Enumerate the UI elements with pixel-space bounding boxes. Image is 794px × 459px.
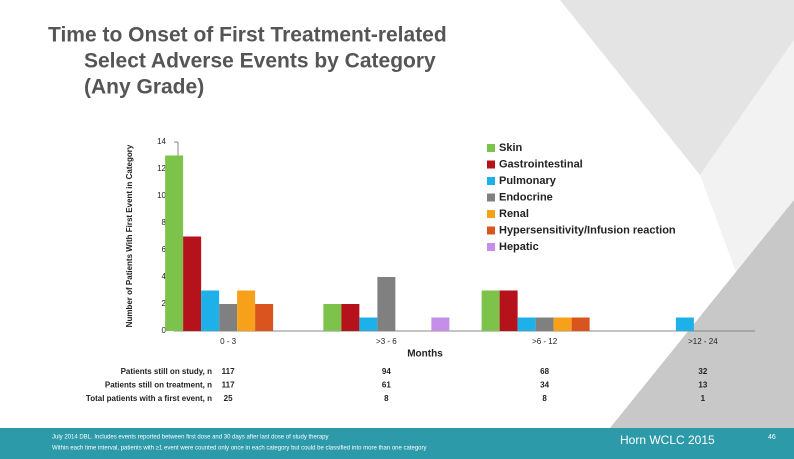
- title-line: (Any Grade): [84, 76, 204, 99]
- bar: [675, 317, 694, 331]
- x-tick-label: >6 - 12: [532, 337, 558, 346]
- y-axis-label: Number of Patients With First Event in C…: [125, 144, 134, 327]
- legend-label: Gastrointestinal: [499, 158, 583, 170]
- y-tick-label: 10: [157, 191, 166, 200]
- table-cell: 32: [698, 367, 707, 376]
- table-row-label: Total patients with a first event, n: [86, 394, 212, 403]
- y-tick-label: 0: [162, 326, 167, 335]
- source: Horn WCLC 2015: [620, 433, 715, 447]
- bar: [323, 304, 342, 331]
- footnote: July 2014 DBL. Includes events reported …: [52, 435, 329, 441]
- bar: [183, 236, 202, 331]
- table-cell: 25: [224, 394, 233, 403]
- title-line: Select Adverse Events by Category: [84, 50, 436, 73]
- legend-swatch: [487, 210, 495, 218]
- table-cell: 34: [540, 381, 549, 390]
- legend-label: Pulmonary: [499, 175, 557, 187]
- y-tick-label: 8: [162, 218, 167, 227]
- page-number: 46: [768, 434, 776, 441]
- bar: [571, 317, 590, 331]
- legend-swatch: [487, 144, 495, 152]
- bar: [255, 304, 274, 331]
- decoration: [560, 0, 794, 175]
- bar: [237, 290, 256, 331]
- y-tick-label: 6: [162, 245, 167, 254]
- table-row-label: Patients still on study, n: [121, 367, 213, 376]
- legend-label: Endocrine: [499, 191, 553, 203]
- bar: [535, 317, 554, 331]
- bar: [341, 304, 360, 331]
- legend-swatch: [487, 160, 495, 169]
- footnote: Within each time interval, patients with…: [52, 446, 427, 452]
- y-tick-label: 2: [162, 299, 167, 308]
- legend-label: Renal: [499, 208, 529, 220]
- table-cell: 117: [222, 367, 235, 376]
- bar: [359, 317, 378, 331]
- bar: [219, 304, 238, 331]
- title-line: Time to Onset of First Treatment-related: [48, 24, 447, 47]
- x-tick-label: >12 - 24: [688, 337, 718, 346]
- x-axis-label: Months: [407, 349, 443, 360]
- x-tick-label: >3 - 6: [376, 337, 397, 346]
- bar: [517, 317, 536, 331]
- legend-label: Skin: [499, 142, 523, 154]
- table-cell: 8: [384, 394, 389, 403]
- bar: [377, 277, 396, 331]
- decoration: [610, 200, 794, 428]
- footer-bar: [0, 428, 794, 459]
- legend-swatch: [487, 226, 495, 235]
- legend-label: Hypersensitivity/Infusion reaction: [499, 224, 676, 236]
- x-tick-label: 0 - 3: [220, 337, 237, 346]
- table-row-label: Patients still on treatment, n: [105, 381, 212, 390]
- bar: [201, 290, 220, 331]
- table-cell: 13: [698, 381, 707, 390]
- bar: [481, 290, 500, 331]
- legend-swatch: [487, 177, 495, 185]
- bar: [553, 317, 572, 331]
- y-tick-label: 12: [157, 164, 166, 173]
- table-cell: 1: [701, 394, 706, 403]
- table-cell: 68: [540, 367, 549, 376]
- legend-label: Hepatic: [499, 241, 539, 253]
- legend-swatch: [487, 193, 495, 202]
- table-cell: 61: [382, 381, 391, 390]
- y-tick-label: 4: [162, 272, 167, 281]
- table-cell: 117: [222, 381, 235, 390]
- bar: [431, 317, 450, 331]
- legend-swatch: [487, 243, 495, 251]
- bar: [499, 290, 518, 331]
- y-tick-label: 14: [157, 137, 166, 146]
- bar: [165, 155, 184, 331]
- table-cell: 8: [542, 394, 547, 403]
- table-cell: 94: [382, 367, 391, 376]
